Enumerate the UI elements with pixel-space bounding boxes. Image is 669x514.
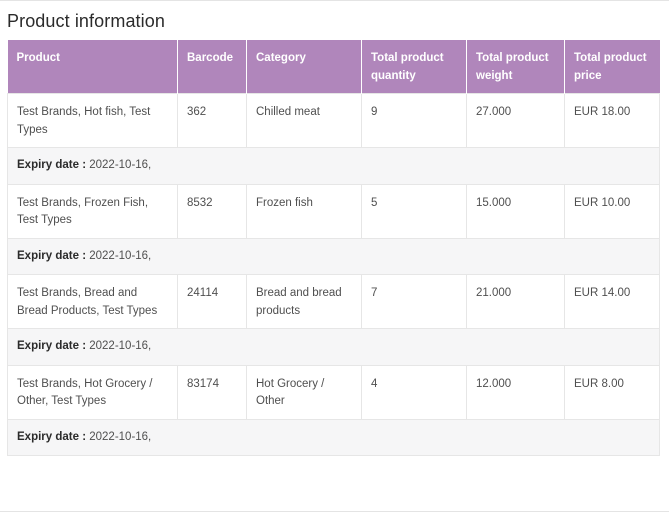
barcode-cell: 8532 bbox=[177, 183, 247, 239]
expiry-row: Expiry date : 2022-10-16, bbox=[7, 328, 660, 366]
price-cell: EUR 18.00 bbox=[564, 93, 660, 148]
expiry-label: Expiry date : bbox=[17, 340, 87, 352]
column-header-quantity: Total product quantity bbox=[361, 40, 467, 94]
expiry-value: 2022-10-16, bbox=[89, 430, 152, 443]
table-row: Test Brands, Frozen Fish, Test Types 853… bbox=[7, 183, 660, 239]
expiry-label: Expiry date : bbox=[17, 430, 87, 443]
table-row: Test Brands, Bread and Bread Products, T… bbox=[7, 274, 660, 329]
expiry-value: 2022-10-16, bbox=[89, 159, 152, 171]
column-header-category: Category bbox=[246, 40, 362, 94]
expiry-cell: Expiry date : 2022-10-16, bbox=[7, 147, 660, 185]
expiry-row: Expiry date : 2022-10-16, bbox=[7, 418, 660, 456]
column-header-barcode: Barcode bbox=[177, 40, 247, 94]
quantity-cell: 4 bbox=[361, 364, 467, 420]
expiry-row: Expiry date : 2022-10-16, bbox=[7, 147, 660, 185]
barcode-cell: 24114 bbox=[177, 274, 247, 329]
product-cell: Test Brands, Frozen Fish, Test Types bbox=[7, 183, 178, 239]
quantity-cell: 9 bbox=[361, 93, 467, 148]
expiry-row: Expiry date : 2022-10-16, bbox=[7, 237, 660, 275]
quantity-cell: 7 bbox=[361, 274, 467, 329]
top-divider bbox=[0, 0, 669, 1]
price-cell: EUR 10.00 bbox=[564, 183, 660, 239]
table-header-row: Product Barcode Category Total product q… bbox=[7, 40, 660, 94]
price-cell: EUR 14.00 bbox=[564, 274, 660, 329]
expiry-value: 2022-10-16, bbox=[89, 249, 152, 262]
category-cell: Frozen fish bbox=[246, 183, 362, 239]
table-row: Test Brands, Hot fish, Test Types 362 Ch… bbox=[7, 93, 660, 148]
expiry-cell: Expiry date : 2022-10-16, bbox=[7, 237, 660, 275]
product-table: Product Barcode Category Total product q… bbox=[7, 40, 660, 456]
category-cell: Chilled meat bbox=[246, 93, 362, 148]
expiry-label: Expiry date : bbox=[17, 159, 87, 171]
weight-cell: 12.000 bbox=[466, 364, 565, 420]
category-cell: Bread and bread products bbox=[246, 274, 362, 329]
category-cell: Hot Grocery / Other bbox=[246, 364, 362, 420]
barcode-cell: 362 bbox=[177, 93, 247, 148]
weight-cell: 21.000 bbox=[466, 274, 565, 329]
table-row: Test Brands, Hot Grocery / Other, Test T… bbox=[7, 364, 660, 420]
barcode-cell: 83174 bbox=[177, 364, 247, 420]
product-cell: Test Brands, Bread and Bread Products, T… bbox=[7, 274, 178, 329]
column-header-weight: Total product weight bbox=[466, 40, 565, 94]
expiry-label: Expiry date : bbox=[17, 249, 87, 262]
section-title: Product information bbox=[7, 11, 165, 31]
expiry-value: 2022-10-16, bbox=[89, 340, 152, 352]
bottom-divider bbox=[0, 511, 669, 512]
weight-cell: 15.000 bbox=[466, 183, 565, 239]
expiry-cell: Expiry date : 2022-10-16, bbox=[7, 328, 660, 366]
expiry-cell: Expiry date : 2022-10-16, bbox=[7, 418, 660, 456]
quantity-cell: 5 bbox=[361, 183, 467, 239]
column-header-product: Product bbox=[7, 40, 178, 94]
product-cell: Test Brands, Hot Grocery / Other, Test T… bbox=[7, 364, 178, 420]
weight-cell: 27.000 bbox=[466, 93, 565, 148]
column-header-price: Total product price bbox=[564, 40, 660, 94]
product-cell: Test Brands, Hot fish, Test Types bbox=[7, 93, 178, 148]
price-cell: EUR 8.00 bbox=[564, 364, 660, 420]
